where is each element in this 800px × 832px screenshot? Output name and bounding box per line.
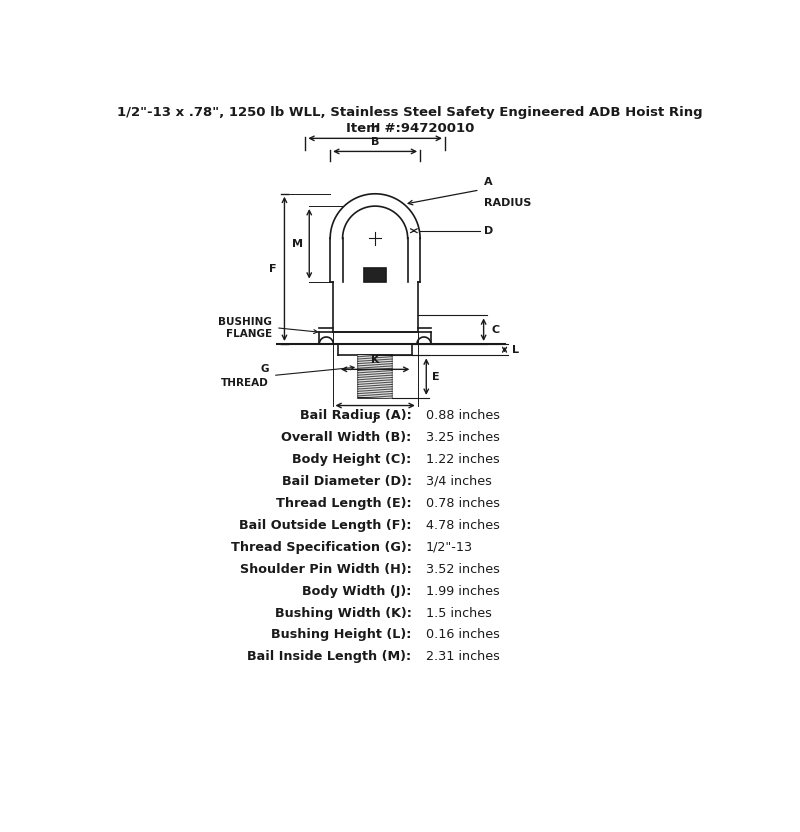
Text: 3.25 inches: 3.25 inches (426, 431, 499, 444)
Text: Thread Specification (G):: Thread Specification (G): (230, 541, 411, 554)
Text: M: M (292, 239, 303, 249)
Text: RADIUS: RADIUS (484, 198, 531, 208)
Text: 3/4 inches: 3/4 inches (426, 475, 491, 488)
Text: C: C (491, 324, 499, 334)
Text: Body Height (C):: Body Height (C): (292, 453, 411, 466)
Text: 1.22 inches: 1.22 inches (426, 453, 499, 466)
Text: 1/2"-13: 1/2"-13 (426, 541, 473, 554)
Text: BUSHING: BUSHING (218, 317, 272, 327)
Text: G: G (261, 364, 269, 374)
Text: Bail Radius (A):: Bail Radius (A): (300, 409, 411, 422)
Text: FLANGE: FLANGE (226, 329, 272, 339)
Text: 0.16 inches: 0.16 inches (426, 628, 499, 641)
Text: Bushing Width (K):: Bushing Width (K): (274, 607, 411, 620)
Text: 1.5 inches: 1.5 inches (426, 607, 491, 620)
Text: B: B (371, 136, 379, 146)
Text: 3.52 inches: 3.52 inches (426, 562, 499, 576)
Text: K: K (371, 354, 379, 364)
Text: 0.88 inches: 0.88 inches (426, 409, 499, 422)
Text: Overall Width (B):: Overall Width (B): (282, 431, 411, 444)
Text: Bail Outside Length (F):: Bail Outside Length (F): (239, 519, 411, 532)
Text: Bushing Height (L):: Bushing Height (L): (271, 628, 411, 641)
Text: Bail Diameter (D):: Bail Diameter (D): (282, 475, 411, 488)
Text: L: L (512, 344, 519, 354)
Text: Body Width (J):: Body Width (J): (302, 585, 411, 597)
Text: A: A (484, 177, 492, 187)
Text: Shoulder Pin Width (H):: Shoulder Pin Width (H): (240, 562, 411, 576)
Text: J: J (373, 414, 377, 423)
Text: 4.78 inches: 4.78 inches (426, 519, 499, 532)
Text: 0.78 inches: 0.78 inches (426, 497, 499, 510)
Text: 2.31 inches: 2.31 inches (426, 651, 499, 663)
Text: Thread Length (E):: Thread Length (E): (276, 497, 411, 510)
Text: 1.99 inches: 1.99 inches (426, 585, 499, 597)
Text: E: E (433, 372, 440, 382)
Text: F: F (269, 264, 277, 274)
Text: THREAD: THREAD (222, 379, 269, 389)
Text: Bail Inside Length (M):: Bail Inside Length (M): (247, 651, 411, 663)
Text: D: D (484, 225, 493, 235)
Bar (364, 268, 386, 281)
Text: H: H (370, 123, 380, 133)
Text: Item #:94720010: Item #:94720010 (346, 121, 474, 135)
Text: 1/2"-13 x .78", 1250 lb WLL, Stainless Steel Safety Engineered ADB Hoist Ring: 1/2"-13 x .78", 1250 lb WLL, Stainless S… (117, 106, 703, 120)
Bar (358, 355, 392, 398)
